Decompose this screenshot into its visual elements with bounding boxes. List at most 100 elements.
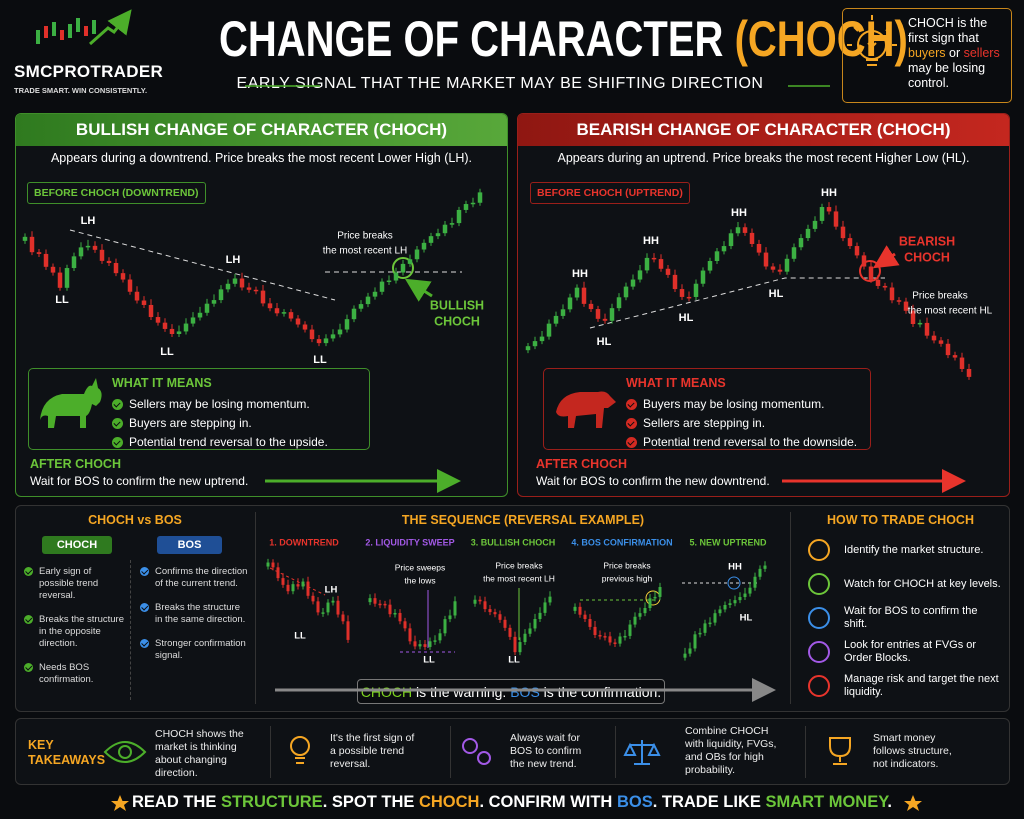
- step-icon: [808, 641, 830, 663]
- meaning-item: Buyers are stepping in.: [112, 416, 328, 430]
- point-text: Stronger confirmation signal.: [155, 638, 246, 661]
- how-step: Wait for BOS to confirm the shift.: [808, 601, 1003, 635]
- meaning-text: Sellers may be losing momentum.: [129, 397, 310, 411]
- point-text: Breaks the structure in the same directi…: [155, 602, 246, 625]
- logo-icon: [36, 9, 132, 46]
- text-segment: .: [887, 793, 892, 811]
- tagline: TRADE SMART. WIN CONSISTENTLY.: [14, 86, 148, 95]
- point: Breaks the structure in the opposite dir…: [24, 614, 124, 650]
- check-icon: [112, 417, 123, 429]
- divider: [130, 560, 131, 700]
- text-segment: READ THE: [132, 793, 221, 811]
- footer: READ THE STRUCTURE. SPOT THE CHOCH. CONF…: [130, 793, 894, 812]
- text-segment: or: [945, 46, 964, 60]
- check-icon: [140, 639, 149, 648]
- bearish-meaning: WHAT IT MEANS Buyers may be losing moment…: [626, 374, 857, 449]
- text-segment: CHOCH is the first sign that: [908, 16, 988, 45]
- sequence-title: THE SEQUENCE (REVERSAL EXAMPLE): [401, 513, 645, 527]
- meaning-item: Potential trend reversal to the upside.: [112, 435, 328, 449]
- text-segment: CHOCH: [360, 684, 413, 700]
- point: Early sign of possible trend reversal.: [24, 566, 124, 602]
- summary: CHOCH is the warning. BOS is the confirm…: [357, 684, 665, 700]
- check-icon: [24, 615, 33, 624]
- check-icon: [24, 567, 33, 576]
- step-icon: [808, 607, 830, 629]
- check-icon: [626, 398, 637, 410]
- step-text: Watch for CHOCH at key levels.: [844, 577, 1001, 590]
- step-icon: [808, 573, 830, 595]
- text-segment: SMART MONEY: [765, 793, 888, 811]
- star: [904, 795, 922, 811]
- divider: [450, 726, 451, 778]
- step-icon: [808, 539, 830, 561]
- point: Stronger confirmation signal.: [140, 638, 250, 662]
- title-text: CHANGE OF CHARACTER: [219, 11, 724, 67]
- meaning-item: Potential trend reversal to the downside…: [626, 435, 857, 449]
- meaning-item: Sellers are stepping in.: [626, 416, 857, 430]
- takeaway: CHOCH shows the market is thinking about…: [155, 728, 244, 779]
- divider: [615, 726, 616, 778]
- text-segment: may be losing control.: [908, 61, 986, 90]
- check-icon: [140, 603, 149, 612]
- how-step: Identify the market structure.: [808, 533, 1003, 567]
- divider: [270, 726, 271, 778]
- after-text: Wait for BOS to confirm the new downtren…: [536, 474, 770, 488]
- after-text: Wait for BOS to confirm the new uptrend.: [30, 474, 249, 488]
- check-icon: [112, 436, 123, 448]
- bos-points: Confirms the direction of the current tr…: [140, 566, 250, 674]
- bullish-meaning: WHAT IT MEANS Sellers may be losing momen…: [112, 374, 328, 449]
- meaning-title: WHAT IT MEANS: [626, 376, 726, 390]
- divider: [805, 726, 806, 778]
- takeaway: Smart money follows structure, not indic…: [873, 732, 952, 770]
- point-text: Needs BOS confirmation.: [39, 662, 94, 685]
- title: CHANGE OF CHARACTER (CHOCH): [219, 10, 908, 68]
- bearish-meaning-box: [543, 368, 871, 450]
- text-segment: CHOCH: [418, 793, 480, 811]
- point: Breaks the structure in the same directi…: [140, 602, 250, 626]
- bullish-meaning-box: [28, 368, 370, 450]
- check-icon: [626, 417, 637, 429]
- step-text: Wait for BOS to confirm the shift.: [844, 605, 978, 630]
- step-text: Identify the market structure.: [844, 543, 984, 556]
- how-title: HOW TO TRADE CHOCH: [827, 513, 974, 527]
- meaning-title: WHAT IT MEANS: [112, 376, 212, 390]
- choch-points: Early sign of possible trend reversal. Br…: [24, 566, 124, 698]
- point: Confirms the direction of the current tr…: [140, 566, 250, 590]
- point-text: Breaks the structure in the opposite dir…: [39, 614, 125, 649]
- meaning-text: Potential trend reversal to the downside…: [643, 435, 858, 449]
- meaning-item: Buyers may be losing momentum.: [626, 397, 857, 411]
- check-icon: [112, 398, 123, 410]
- choch-pill: CHOCH: [42, 536, 112, 554]
- bullish-panel: BULLISH CHANGE OF CHARACTER (CHOCH): [15, 113, 508, 497]
- step-text: Look for entries at FVGs or Order Blocks…: [844, 639, 977, 664]
- point-text: Confirms the direction of the current tr…: [155, 566, 248, 589]
- point: Needs BOS confirmation.: [24, 662, 124, 686]
- meaning-text: Potential trend reversal to the upside.: [129, 435, 328, 449]
- check-icon: [24, 663, 33, 672]
- text-segment: sellers: [963, 46, 1000, 60]
- text-segment: . TRADE LIKE: [652, 793, 766, 811]
- text-segment: STRUCTURE: [220, 793, 323, 811]
- check-icon: [140, 567, 149, 576]
- after-title: AFTER CHOCH: [536, 457, 627, 471]
- step-text: Manage risk and target the next liquidit…: [844, 673, 999, 698]
- bearish-title: BEARISH CHANGE OF CHARACTER (CHOCH): [518, 114, 1009, 146]
- how-step: Look for entries at FVGs or Order Blocks…: [808, 635, 1003, 669]
- takeaway: Combine CHOCH with liquidity, FVGs, and …: [685, 725, 777, 776]
- text-segment: . CONFIRM WITH: [479, 793, 617, 811]
- bullish-chart-label: BEFORE CHOCH (DOWNTREND): [27, 182, 206, 204]
- takeaway: Always wait for BOS to confirm the new t…: [510, 732, 582, 770]
- text-segment: is the warning.: [412, 684, 511, 700]
- after-title: AFTER CHOCH: [30, 457, 121, 471]
- check-icon: [626, 436, 637, 448]
- note: CHOCH is the first sign that buyers or s…: [908, 16, 1004, 91]
- summary-box: [357, 679, 665, 704]
- text-segment: is the confirmation.: [539, 684, 662, 700]
- how-step: Watch for CHOCH at key levels.: [808, 567, 1003, 601]
- how-step: Manage risk and target the next liquidit…: [808, 669, 1003, 703]
- brand: SMCPROTRADER: [14, 62, 164, 81]
- point-text: Early sign of possible trend reversal.: [39, 566, 99, 601]
- bearish-chart-label: BEFORE CHOCH (UPTREND): [530, 182, 690, 204]
- text-segment: BOS: [510, 684, 540, 700]
- meaning-item: Sellers may be losing momentum.: [112, 397, 328, 411]
